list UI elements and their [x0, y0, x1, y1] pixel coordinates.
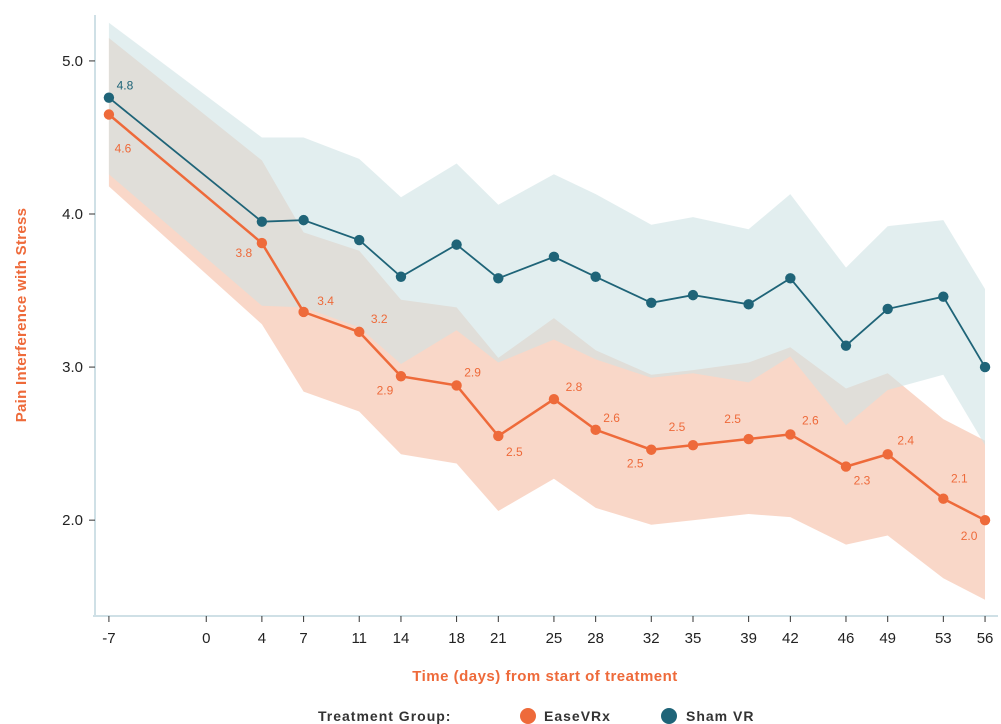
point-easevrx — [882, 449, 893, 460]
point-easevrx — [687, 439, 699, 451]
band-easevrx — [108, 38, 985, 600]
confidence-bands — [108, 22, 985, 600]
point-sham-vr — [882, 303, 893, 315]
point-easevrx — [256, 237, 268, 249]
tick-labels: 5.0 4.0 3.0 2.0 -7 0 4 7 11 14 18 21 25 28 32 35 39 42 46 4… — [62, 53, 993, 647]
point-sham-vr — [979, 361, 991, 373]
x-tick-label: -7 — [102, 630, 115, 647]
x-axis-label: Time (days) from start of treatment — [412, 668, 678, 685]
legend-label-easevrx: EaseVRx — [544, 708, 611, 724]
legend: Treatment Group: EaseVRx Sham VR — [318, 708, 754, 724]
x-tick-label: 25 — [546, 630, 563, 647]
x-tick-label: 46 — [838, 630, 855, 647]
x-tick-label: 14 — [393, 630, 410, 647]
point-sham-vr — [493, 273, 504, 284]
point-sham-vr — [840, 340, 852, 351]
data-label-easevrx: 2.5 — [627, 457, 644, 471]
x-tick-label: 56 — [977, 630, 994, 647]
legend-label-sham-vr: Sham VR — [686, 708, 754, 724]
x-tick-label: 21 — [490, 630, 507, 647]
point-sham-vr — [451, 239, 462, 250]
x-tick-label: 7 — [299, 630, 307, 647]
point-sham-vr — [743, 299, 754, 310]
point-easevrx — [493, 430, 504, 442]
point-easevrx — [785, 429, 796, 440]
data-label-easevrx: 2.9 — [377, 383, 394, 397]
point-easevrx — [103, 109, 115, 120]
y-tick-label: 5.0 — [62, 53, 83, 70]
data-label-easevrx: 2.9 — [464, 365, 481, 379]
point-easevrx — [743, 433, 754, 445]
data-label-easevrx: 2.5 — [724, 412, 741, 426]
chart-axes — [89, 15, 998, 622]
data-label-easevrx: 2.1 — [951, 472, 968, 486]
data-label-easevrx: 2.3 — [854, 474, 871, 488]
point-sham-vr — [590, 271, 601, 282]
data-label-easevrx: 3.2 — [371, 312, 388, 326]
legend-marker-easevrx — [520, 708, 536, 724]
point-sham-vr — [256, 216, 268, 227]
x-tick-label: 42 — [782, 630, 799, 647]
data-label-easevrx: 3.4 — [317, 294, 334, 308]
x-tick-label: 28 — [587, 630, 604, 647]
point-easevrx — [451, 380, 462, 391]
data-label-easevrx: 2.5 — [506, 445, 523, 459]
y-tick-label: 2.0 — [62, 512, 83, 529]
point-sham-vr — [354, 234, 365, 246]
x-tick-label: 53 — [935, 630, 952, 647]
series-points — [103, 92, 991, 526]
data-label-easevrx: 2.0 — [961, 529, 978, 543]
point-easevrx — [354, 326, 365, 338]
point-sham-vr — [395, 271, 407, 282]
point-easevrx — [590, 424, 601, 436]
point-easevrx — [646, 444, 657, 455]
y-tick-label: 3.0 — [62, 359, 83, 376]
data-label-easevrx: 2.6 — [802, 413, 819, 427]
data-label-easevrx: 4.6 — [115, 142, 132, 156]
point-easevrx — [840, 461, 852, 472]
data-label-easevrx: 2.4 — [897, 433, 914, 447]
point-sham-vr — [103, 92, 115, 103]
point-easevrx — [548, 394, 560, 405]
point-sham-vr — [298, 214, 309, 226]
data-label-easevrx: 3.8 — [236, 246, 253, 260]
x-tick-label: 18 — [448, 630, 465, 647]
point-sham-vr — [548, 251, 560, 263]
x-tick-label: 4 — [258, 630, 266, 647]
point-easevrx — [395, 371, 407, 382]
x-tick-label: 0 — [202, 630, 210, 647]
legend-marker-sham-vr — [661, 708, 677, 724]
data-label-sham-vr: 4.8 — [117, 79, 134, 93]
x-tick-label: 35 — [685, 630, 702, 647]
data-label-easevrx: 2.5 — [669, 420, 686, 434]
legend-title: Treatment Group: — [318, 708, 451, 724]
point-sham-vr — [785, 273, 796, 284]
point-easevrx — [298, 306, 309, 318]
band-sham-vr — [108, 22, 985, 446]
point-easevrx — [979, 514, 991, 526]
data-labels: 4.6 3.8 3.4 3.2 2.9 2.9 2.5 2.8 2.6 2.5 2.5 2.5 2.6 2… — [115, 79, 978, 543]
y-tick-label: 4.0 — [62, 206, 83, 223]
point-sham-vr — [938, 291, 949, 302]
x-tick-label: 39 — [740, 630, 757, 647]
point-sham-vr — [687, 289, 699, 301]
data-label-easevrx: 2.8 — [566, 380, 583, 394]
data-label-easevrx: 2.6 — [603, 411, 620, 425]
x-tick-label: 32 — [643, 630, 660, 647]
y-axis-label: Pain Interference with Stress — [13, 208, 30, 423]
x-tick-label: 49 — [879, 630, 896, 647]
x-tick-label: 11 — [351, 630, 367, 647]
point-easevrx — [938, 493, 949, 504]
point-sham-vr — [646, 297, 657, 308]
